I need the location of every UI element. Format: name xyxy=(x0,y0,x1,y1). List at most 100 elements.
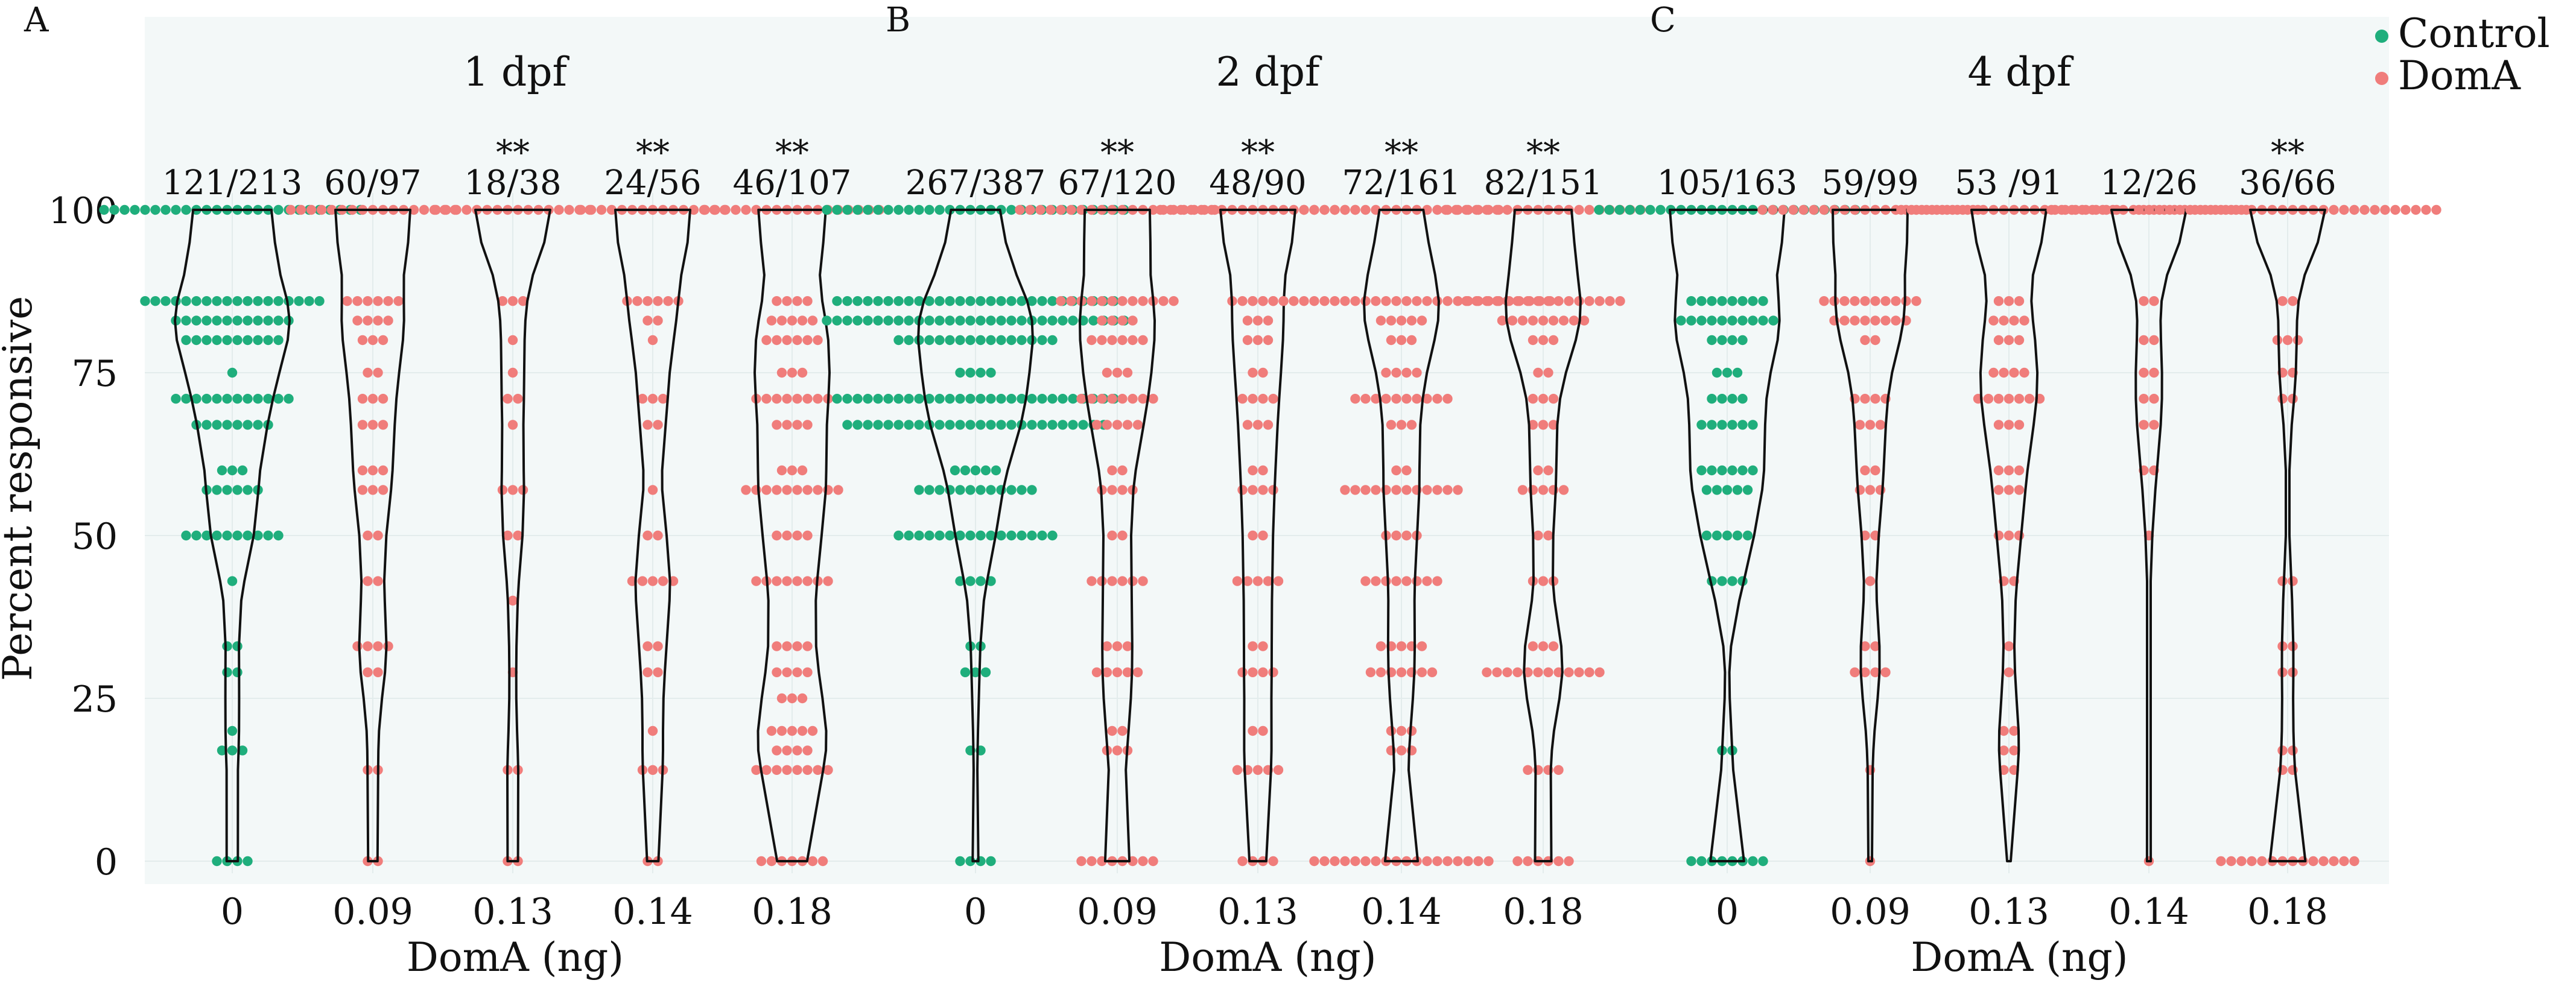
data-point xyxy=(1548,335,1559,346)
data-point xyxy=(285,204,296,215)
data-point xyxy=(934,485,945,495)
violin-outline xyxy=(1363,209,1440,862)
data-point xyxy=(243,315,253,326)
data-point xyxy=(1186,204,1196,215)
data-point xyxy=(1319,856,1330,867)
data-point xyxy=(792,420,802,430)
data-point xyxy=(352,315,363,326)
x-tick-label: 0.13 xyxy=(472,891,553,933)
data-point xyxy=(1025,204,1035,215)
data-point xyxy=(1350,296,1360,306)
data-point xyxy=(1102,367,1112,378)
data-point xyxy=(965,576,976,586)
data-point xyxy=(1102,420,1112,430)
data-point xyxy=(294,296,304,306)
data-point xyxy=(976,296,986,306)
data-point xyxy=(518,296,528,306)
data-point xyxy=(1911,296,1921,306)
data-point xyxy=(2318,856,2329,867)
data-point xyxy=(1543,530,1553,541)
data-point xyxy=(357,394,368,404)
data-point xyxy=(1396,420,1407,430)
data-point xyxy=(797,725,808,736)
data-point xyxy=(1676,315,1686,326)
data-point xyxy=(232,485,243,495)
data-point xyxy=(367,335,378,346)
data-point xyxy=(1758,856,1768,867)
data-point xyxy=(191,296,201,306)
data-point xyxy=(1543,667,1553,678)
data-point xyxy=(1340,856,1350,867)
data-point xyxy=(243,420,253,430)
data-point xyxy=(2329,856,2339,867)
data-point xyxy=(2003,420,2014,430)
data-point xyxy=(1737,296,1748,306)
data-point xyxy=(1492,296,1502,306)
data-point xyxy=(1523,856,1533,867)
data-point xyxy=(731,204,741,215)
data-point xyxy=(1937,204,1947,215)
data-point xyxy=(986,420,996,430)
data-point xyxy=(1037,296,1047,306)
data-point xyxy=(586,204,597,215)
data-point xyxy=(1558,315,1569,326)
data-point xyxy=(314,296,325,306)
x-tick-label: 0.09 xyxy=(1830,891,1911,933)
data-point xyxy=(1017,394,1027,404)
data-point xyxy=(1416,315,1427,326)
data-point xyxy=(1087,335,1097,346)
data-point xyxy=(647,394,658,404)
data-point xyxy=(813,765,823,776)
data-point xyxy=(2308,856,2318,867)
data-point xyxy=(1248,667,1258,678)
data-point xyxy=(1360,856,1371,867)
data-point xyxy=(1558,485,1569,495)
data-point xyxy=(976,485,986,495)
data-point xyxy=(1717,296,1727,306)
data-point xyxy=(945,420,955,430)
data-point xyxy=(1237,296,1248,306)
data-point xyxy=(2014,485,2025,495)
data-point xyxy=(181,530,191,541)
data-point xyxy=(222,530,232,541)
data-point xyxy=(996,335,1006,346)
significance-marker: ** xyxy=(2271,133,2305,172)
data-point xyxy=(1158,296,1169,306)
data-point xyxy=(1528,641,1538,651)
data-point xyxy=(945,530,955,541)
data-point xyxy=(1574,204,1584,215)
significance-marker: ** xyxy=(1100,133,1134,172)
data-point xyxy=(1371,296,1381,306)
data-point xyxy=(451,204,462,215)
data-point xyxy=(1015,204,1025,215)
data-point xyxy=(1017,296,1027,306)
data-point xyxy=(1027,296,1037,306)
data-point xyxy=(1538,315,1549,326)
data-point xyxy=(1870,641,1880,651)
data-point xyxy=(832,296,842,306)
data-point xyxy=(782,641,792,651)
data-point xyxy=(1155,204,1166,215)
data-point xyxy=(2098,204,2108,215)
data-point xyxy=(1117,335,1128,346)
data-point xyxy=(653,420,663,430)
data-point xyxy=(2003,641,2014,651)
data-point xyxy=(802,576,813,586)
data-point xyxy=(243,394,253,404)
data-point xyxy=(378,485,389,495)
data-point xyxy=(1076,856,1087,867)
data-point xyxy=(367,485,378,495)
data-point xyxy=(766,725,777,736)
data-point xyxy=(191,315,201,326)
data-point xyxy=(1538,641,1549,651)
data-point xyxy=(1999,725,2009,736)
data-point xyxy=(658,576,668,586)
data-point xyxy=(914,530,924,541)
data-point xyxy=(109,204,119,215)
data-point xyxy=(955,394,965,404)
data-point xyxy=(273,204,284,215)
data-point xyxy=(1350,204,1360,215)
data-point xyxy=(802,394,813,404)
data-point xyxy=(991,465,1001,476)
data-point xyxy=(2257,856,2267,867)
